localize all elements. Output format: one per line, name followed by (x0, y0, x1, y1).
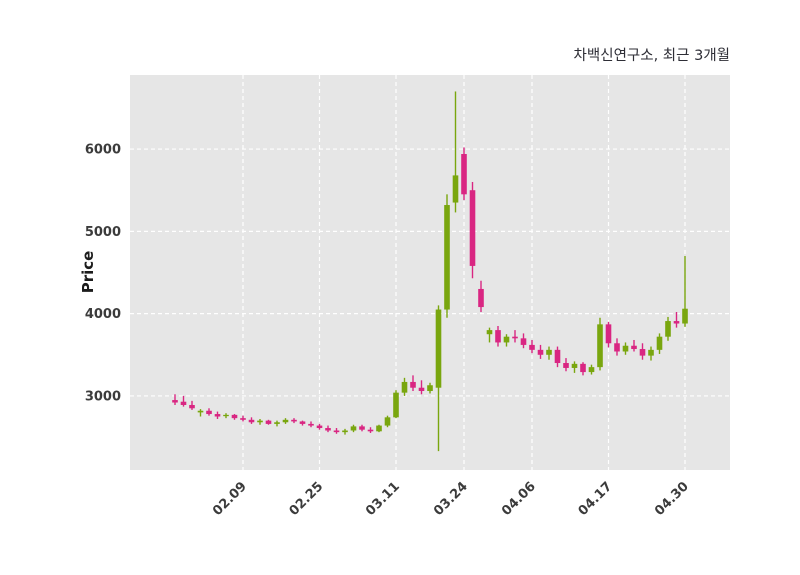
candle-down (631, 339, 637, 352)
candle-up (656, 333, 663, 354)
candle-up (648, 346, 654, 361)
candle-up (546, 346, 552, 360)
candle-down (214, 411, 221, 419)
candle-up (444, 194, 450, 318)
candle-down (614, 338, 620, 356)
candle-down (325, 425, 331, 433)
candle-down (639, 343, 646, 360)
candle-up (597, 317, 603, 371)
candle-down (495, 325, 501, 347)
y-tick-labels: 3000 4000 5000 6000 (85, 143, 121, 405)
candle-down (308, 421, 314, 428)
x-tick-label: 03.11 (363, 479, 403, 519)
candle-up (223, 413, 229, 419)
candle-up (393, 390, 399, 419)
candle-down (248, 417, 255, 424)
candle-down (299, 420, 306, 426)
y-tick-label: 4000 (85, 307, 121, 322)
candle-down (478, 280, 484, 312)
candle-down (265, 419, 272, 425)
candle-down (469, 181, 476, 279)
candle-up (376, 424, 382, 433)
candle-up (197, 409, 204, 417)
candle-down (333, 428, 340, 434)
candle-up (503, 334, 510, 347)
candle-down (605, 321, 612, 348)
candle-down (537, 344, 544, 359)
candle-up (350, 424, 357, 433)
candle-down (240, 415, 246, 422)
candle-up (452, 91, 459, 213)
candles (172, 91, 688, 452)
candle-down (563, 358, 569, 372)
candle-down (359, 424, 365, 432)
candle-up (435, 305, 442, 452)
candle-up (682, 256, 688, 327)
candle-down (206, 408, 212, 416)
y-tick-label: 6000 (85, 143, 121, 158)
candle-down (520, 333, 527, 349)
candle-up (257, 418, 263, 425)
candle-up (342, 428, 348, 435)
x-tick-label: 02.09 (210, 479, 250, 519)
plot-area (130, 75, 730, 470)
candle-up (274, 420, 280, 427)
chart-title: 차백신연구소, 최근 3개월 (573, 48, 730, 64)
candle-down (673, 312, 680, 328)
candle-down (172, 394, 178, 405)
candle-down (554, 346, 561, 368)
candle-up (665, 316, 671, 341)
candle-up (282, 418, 289, 424)
candle-up (571, 361, 578, 373)
x-tick-label: 04.30 (652, 479, 692, 519)
x-tick-label: 04.06 (499, 479, 539, 519)
x-tick-labels: 02.09 02.25 03.11 03.24 04.06 04.17 04.30 (210, 479, 692, 519)
x-tick-label: 02.25 (287, 479, 327, 519)
candle-down (580, 362, 586, 376)
candle-down (231, 414, 238, 420)
y-tick-label: 3000 (85, 389, 121, 404)
candle-up (401, 377, 408, 396)
candle-down (418, 380, 425, 395)
candle-down (180, 395, 187, 407)
x-tick-label: 03.24 (431, 479, 471, 519)
candle-down (367, 427, 374, 433)
candle-up (588, 364, 595, 375)
candle-up (427, 382, 433, 394)
candle-down (461, 147, 467, 201)
candle-down (189, 400, 195, 410)
gridlines (130, 75, 730, 470)
candle-down (316, 423, 323, 430)
candle-up (384, 415, 391, 428)
candle-down (529, 339, 535, 354)
x-tick-label: 04.17 (576, 479, 616, 519)
y-tick-label: 5000 (85, 225, 121, 240)
candle-down (410, 375, 416, 391)
candle-up (622, 342, 629, 355)
candle-down (291, 418, 297, 424)
candle-down (512, 330, 518, 343)
candle-up (486, 327, 493, 343)
